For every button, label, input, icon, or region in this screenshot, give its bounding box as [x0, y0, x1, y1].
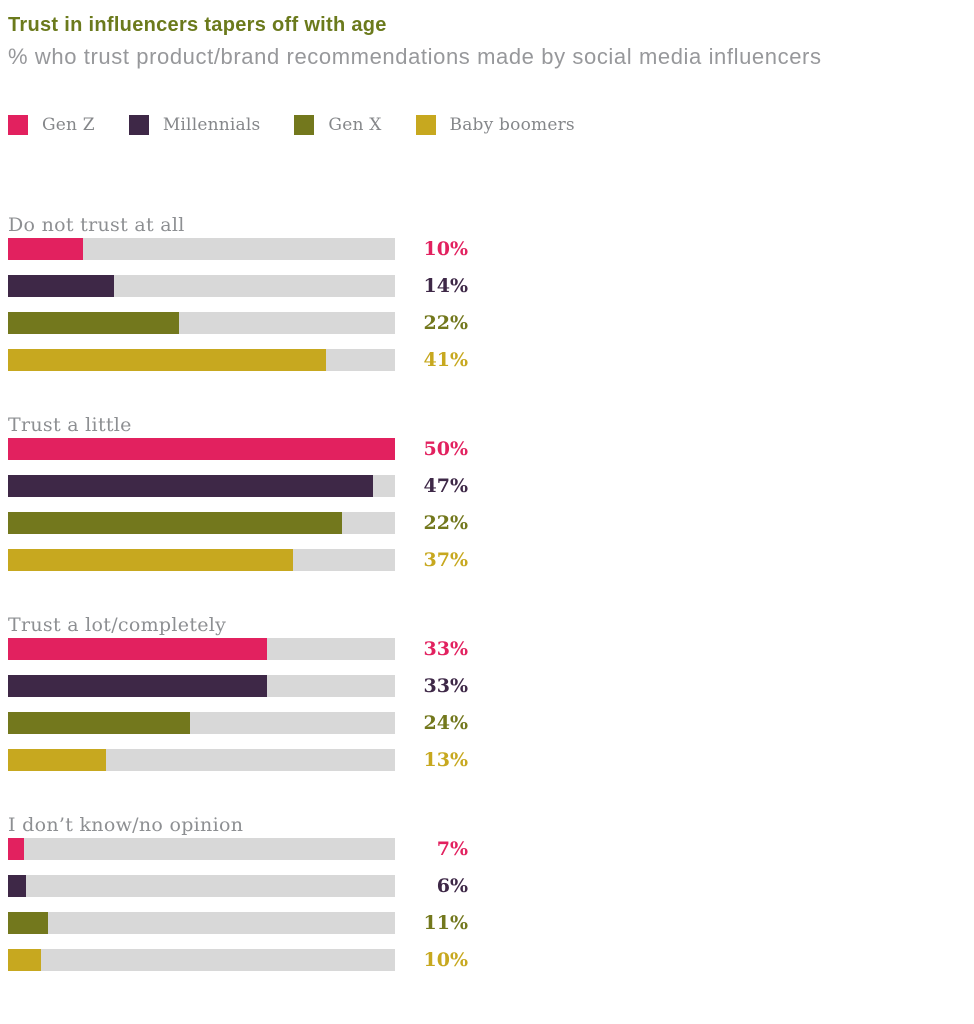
bar-row-millennials: 47%: [8, 475, 974, 497]
bar-track: [8, 749, 395, 771]
legend-label: Gen X: [328, 115, 382, 135]
bar-row-baby-boomers: 10%: [8, 949, 974, 971]
group-label: Do not trust at all: [8, 214, 185, 236]
legend-swatch-baby-boomers: [415, 115, 436, 135]
bar-row-gen-z: 33%: [8, 638, 974, 660]
bar-fill-gen-x: [8, 712, 190, 734]
bar-fill-gen-z: [8, 838, 24, 860]
legend-item-baby-boomers: Baby boomers: [415, 115, 575, 135]
bar-value-label: 47%: [423, 475, 469, 497]
legend-swatch-gen-x: [294, 115, 315, 135]
bar-value-label: 22%: [423, 512, 469, 534]
bar-fill-baby-boomers: [8, 549, 293, 571]
bar-value-label: 33%: [423, 675, 469, 697]
group-label: Trust a little: [8, 414, 132, 436]
bar-fill-baby-boomers: [8, 749, 106, 771]
bar-track: [8, 475, 395, 497]
bar-fill-gen-z: [8, 238, 84, 260]
legend-label: Baby boomers: [449, 115, 575, 135]
chart-title: Trust in influencers tapers off with age: [8, 14, 387, 36]
bar-track: [8, 712, 395, 734]
bar-track: [8, 275, 395, 297]
legend-swatch-millennials: [128, 115, 149, 135]
bar-value-label: 14%: [423, 275, 469, 297]
bar-track: [8, 638, 395, 660]
bar-row-millennials: 14%: [8, 275, 974, 297]
bar-groups: Do not trust at all 10% 14% 22% 41% Trust a l…: [8, 215, 974, 971]
bar-row-millennials: 6%: [8, 875, 974, 897]
bar-track: [8, 312, 395, 334]
bar-fill-baby-boomers: [8, 949, 41, 971]
bar-row-gen-x: 22%: [8, 512, 974, 534]
legend-item-millennials: Millennials: [128, 115, 261, 135]
legend-label: Millennials: [162, 115, 261, 135]
bar-fill-gen-x: [8, 312, 180, 334]
bar-value-label: 10%: [423, 238, 469, 260]
bar-group: Trust a little 50% 47% 22% 37%: [8, 415, 974, 571]
bar-track: [8, 675, 395, 697]
legend-swatch-gen-z: [8, 115, 28, 135]
bar-track: [8, 438, 395, 460]
bar-row-gen-z: 50%: [8, 438, 974, 460]
bar-track: [8, 549, 395, 571]
bar-fill-gen-x: [8, 912, 48, 934]
chart-root: Trust in influencers tapers off with age…: [8, 14, 974, 971]
bar-value-label: 10%: [423, 949, 469, 971]
bar-value-label: 22%: [423, 312, 469, 334]
bar-fill-baby-boomers: [8, 349, 327, 371]
bar-value-label: 37%: [423, 549, 469, 571]
bar-group: Do not trust at all 10% 14% 22% 41%: [8, 215, 974, 371]
chart-subtitle: % who trust product/brand recommendation…: [8, 44, 822, 69]
bar-track: [8, 949, 395, 971]
bar-row-gen-x: 22%: [8, 312, 974, 334]
bar-track: [8, 349, 395, 371]
bar-group: Trust a lot/completely 33% 33% 24% 13%: [8, 615, 974, 771]
bar-track: [8, 912, 395, 934]
bar-value-label: 13%: [423, 749, 469, 771]
bar-row-gen-z: 10%: [8, 238, 974, 260]
group-label: I don’t know/no opinion: [8, 814, 244, 836]
bar-row-gen-x: 11%: [8, 912, 974, 934]
bar-row-baby-boomers: 13%: [8, 749, 974, 771]
legend: Gen Z Millennials Gen X Baby boomers: [8, 115, 974, 135]
bar-fill-millennials: [8, 675, 267, 697]
bar-fill-gen-x: [8, 512, 342, 534]
bar-track: [8, 875, 395, 897]
bar-fill-millennials: [8, 275, 115, 297]
bar-value-label: 50%: [423, 438, 469, 460]
bar-fill-gen-z: [8, 438, 395, 460]
legend-item-gen-z: Gen Z: [8, 115, 95, 135]
bar-fill-gen-z: [8, 638, 267, 660]
bar-row-millennials: 33%: [8, 675, 974, 697]
bar-value-label: 11%: [423, 912, 469, 934]
bar-track: [8, 238, 395, 260]
bar-track: [8, 512, 395, 534]
bar-row-gen-z: 7%: [8, 838, 974, 860]
legend-item-gen-x: Gen X: [294, 115, 381, 135]
bar-value-label: 41%: [423, 349, 469, 371]
bar-value-label: 33%: [423, 638, 469, 660]
legend-label: Gen Z: [42, 115, 95, 135]
bar-fill-millennials: [8, 875, 26, 897]
bar-fill-millennials: [8, 475, 374, 497]
bar-track: [8, 838, 395, 860]
bar-value-label: 7%: [436, 838, 468, 860]
bar-value-label: 6%: [436, 875, 468, 897]
bar-value-label: 24%: [423, 712, 469, 734]
bar-row-baby-boomers: 41%: [8, 349, 974, 371]
bar-row-baby-boomers: 37%: [8, 549, 974, 571]
bar-group: I don’t know/no opinion 7% 6% 11% 10%: [8, 815, 974, 971]
bar-row-gen-x: 24%: [8, 712, 974, 734]
group-label: Trust a lot/completely: [8, 614, 227, 636]
